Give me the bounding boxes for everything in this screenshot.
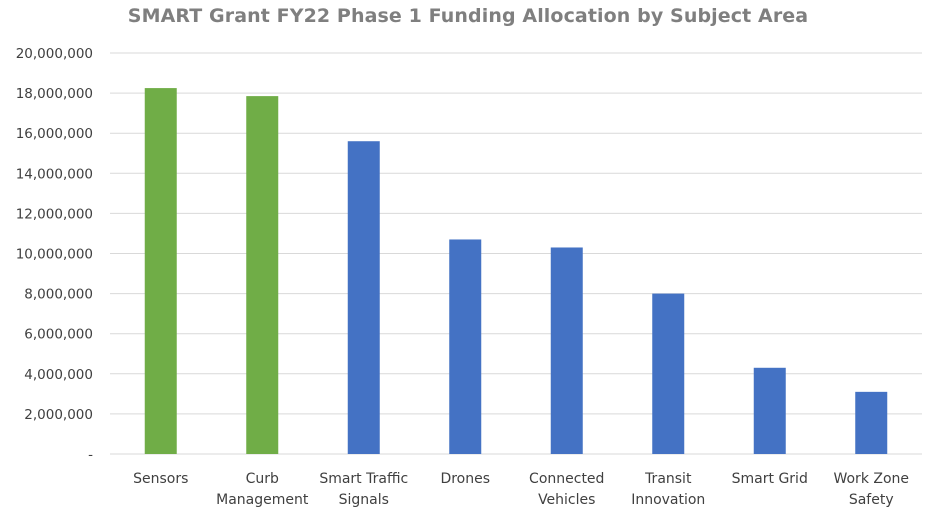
x-category-label-5-line-1: Innovation xyxy=(631,492,705,508)
bar-4 xyxy=(550,247,583,454)
bar-2 xyxy=(347,141,380,454)
chart-title: SMART Grant FY22 Phase 1 Funding Allocat… xyxy=(127,5,809,27)
y-tick-label-5: 10,000,000 xyxy=(16,247,93,263)
y-tick-label-0: - xyxy=(88,447,93,463)
x-category-label-1: Curb Management xyxy=(216,471,309,508)
bar-3 xyxy=(449,239,482,454)
y-tick-label-8: 16,000,000 xyxy=(16,126,93,142)
y-tick-label-10: 20,000,000 xyxy=(16,46,93,62)
bar-7 xyxy=(855,391,888,454)
x-category-label-5: Transit Innovation xyxy=(631,471,705,508)
x-category-label-1-line-0: Curb xyxy=(246,471,279,487)
y-tick-label-6: 12,000,000 xyxy=(16,206,93,222)
x-category-label-4-line-0: Connected xyxy=(529,471,604,487)
bar-6 xyxy=(753,367,786,454)
x-category-label-3-line-0: Drones xyxy=(440,471,490,487)
x-category-label-6-line-0: Smart Grid xyxy=(732,471,808,487)
x-axis-labels: Sensors Curb Management Smart Traffic Signal… xyxy=(133,471,909,508)
gridlines xyxy=(110,52,922,455)
x-category-label-4-line-1: Vehicles xyxy=(538,492,595,508)
x-category-label-0: Sensors xyxy=(133,471,188,487)
x-category-label-1-line-1: Management xyxy=(216,492,309,508)
x-category-label-3: Drones xyxy=(440,471,490,487)
x-category-label-5-line-0: Transit xyxy=(644,471,692,487)
bar-5 xyxy=(652,293,685,454)
y-axis-ticks: - 2,000,000 4,000,000 6,000,000 8,000,000 10,… xyxy=(16,46,93,463)
y-tick-label-9: 18,000,000 xyxy=(16,86,93,102)
x-category-label-4: Connected Vehicles xyxy=(529,471,604,508)
y-tick-label-1: 2,000,000 xyxy=(24,407,93,423)
y-tick-label-7: 14,000,000 xyxy=(16,166,93,182)
x-category-label-2-line-1: Signals xyxy=(339,492,389,508)
y-tick-label-4: 8,000,000 xyxy=(24,287,93,303)
x-category-label-2-line-0: Smart Traffic xyxy=(319,471,408,487)
x-category-label-7-line-0: Work Zone xyxy=(833,471,909,487)
x-category-label-0-line-0: Sensors xyxy=(133,471,188,487)
x-category-label-6: Smart Grid xyxy=(732,471,808,487)
bar-0 xyxy=(144,88,177,455)
x-category-label-7-line-1: Safety xyxy=(849,492,894,508)
bars xyxy=(144,88,888,455)
y-tick-label-3: 6,000,000 xyxy=(24,327,93,343)
x-category-label-7: Work Zone Safety xyxy=(833,471,909,508)
y-tick-label-2: 4,000,000 xyxy=(24,367,93,383)
bar-1 xyxy=(246,96,279,455)
x-category-label-2: Smart Traffic Signals xyxy=(319,471,408,508)
